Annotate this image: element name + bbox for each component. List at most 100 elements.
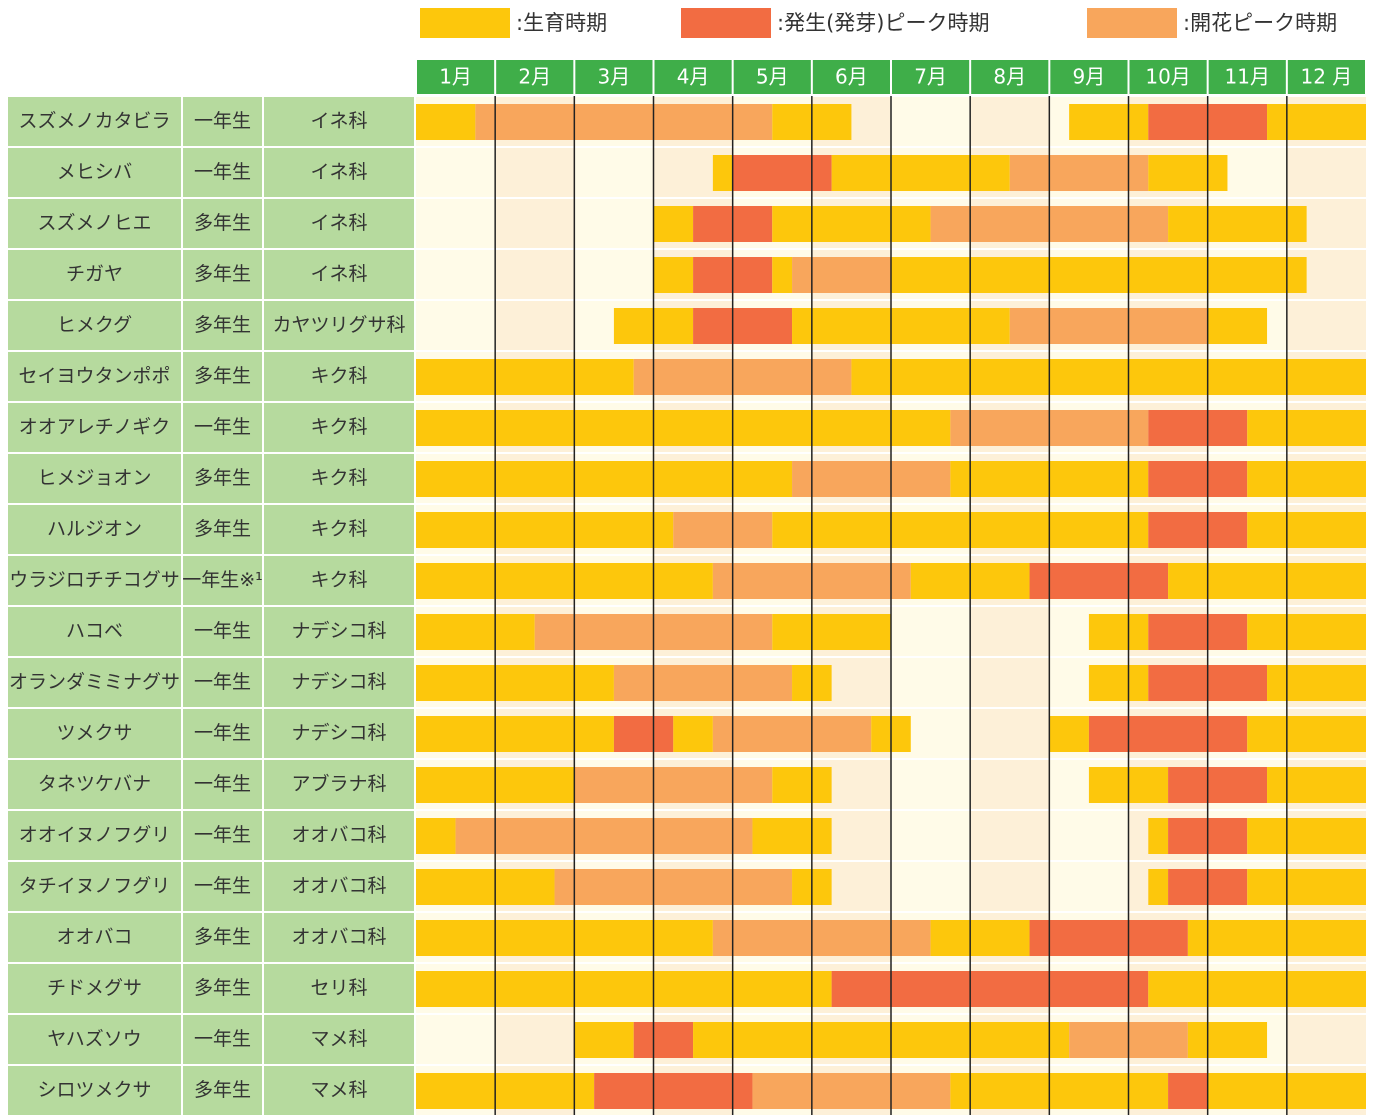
period-bar [792,308,1010,344]
table-name: スズメノヒエ [37,212,151,234]
table-family: アブラナ科 [291,772,386,795]
period-bar [1148,818,1169,854]
period-bar [1009,308,1208,344]
period-bar [416,461,793,497]
table-cell [8,709,181,758]
period-bar [1247,818,1366,854]
table-cell [8,403,181,452]
table-cell [8,913,181,962]
period-bar [772,767,832,803]
table-cell [264,250,414,299]
table-cell [264,760,414,809]
month-label: 7月 [914,65,947,89]
table-type: 一年生 [194,671,251,693]
table-type: 多年生 [194,926,251,948]
table-name: オオアレチノギク [19,416,170,438]
table-family: キク科 [310,569,367,591]
month-label: 4月 [677,65,710,89]
table-cell [183,964,262,1013]
table-family: キク科 [310,467,367,489]
table-family: カヤツリグサ科 [272,314,405,336]
month-header [417,60,495,94]
table-cell [183,1015,262,1064]
table-cell [183,301,262,350]
period-bar [752,1073,951,1109]
period-bar [772,206,931,242]
month-header [1129,60,1207,94]
period-bar [1148,869,1169,905]
period-bar [1088,665,1149,701]
period-bar [416,614,535,650]
period-bar [1168,206,1307,242]
period-bar [574,1022,634,1058]
month-header [892,60,970,94]
table-cell [8,1015,181,1064]
period-bar [891,257,1307,293]
period-bar [772,512,1149,548]
table-type: 一年生 [194,620,251,642]
table-type: 一年生 [194,824,251,846]
table-cell [8,862,181,911]
table-name: セイヨウタンポポ [18,365,170,387]
table-name: オオイヌノフグリ [19,824,171,846]
table-cell [183,1066,262,1115]
table-type: 一年生 [194,1028,251,1050]
period-bar [851,359,1366,395]
period-bar [950,1073,1169,1109]
month-label: 5月 [756,65,789,89]
period-bar [455,818,753,854]
legend-label: :生育時期 [516,11,607,35]
table-cell [8,250,181,299]
table-cell [8,454,181,503]
period-bar [1148,461,1248,497]
table-type: 一年生 [194,416,251,438]
table-cell [264,301,414,350]
period-bar [653,257,694,293]
table-name: ヤハズソウ [47,1028,142,1050]
table-cell [264,1015,414,1064]
table-cell [264,97,414,146]
month-label: 9月 [1073,65,1106,89]
table-type: 一年生 [194,773,251,795]
table-cell [183,454,262,503]
table-type: 多年生 [194,1079,251,1101]
table-cell [264,607,414,656]
period-bar [416,818,456,854]
period-bar [1187,920,1366,956]
period-bar [416,920,713,956]
table-cell [264,811,414,860]
period-bar [772,614,891,650]
table-family: キク科 [310,518,367,540]
table-family: オオバコ科 [291,824,386,846]
table-cell [264,964,414,1013]
month-header [971,60,1049,94]
table-cell [183,811,262,860]
table-family: イネ科 [310,161,367,183]
month-header [733,60,811,94]
period-bar [1247,461,1366,497]
month-label: 2月 [518,65,551,89]
table-cell [264,913,414,962]
table-cell [183,760,262,809]
table-type: 多年生 [194,263,251,285]
period-bar [1247,614,1366,650]
table-name: ウラジロチチコグサ [9,569,180,591]
period-bar [1148,512,1248,548]
table-family: キク科 [310,365,367,387]
table-cell [264,862,414,911]
period-bar [673,716,713,752]
month-header [496,60,574,94]
period-bar [1267,665,1366,701]
table-cell [264,1066,414,1115]
table-type: 一年生 [194,110,251,132]
legend-label: :開花ピーク時期 [1183,11,1337,35]
table-cell [8,964,181,1013]
period-bar [1267,767,1366,803]
table-cell [8,97,181,146]
table-family: マメ科 [310,1079,367,1101]
table-type: 一年生 [194,875,251,897]
period-bar [1069,104,1149,140]
table-name: チガヤ [66,263,123,285]
period-bar [1029,563,1169,599]
